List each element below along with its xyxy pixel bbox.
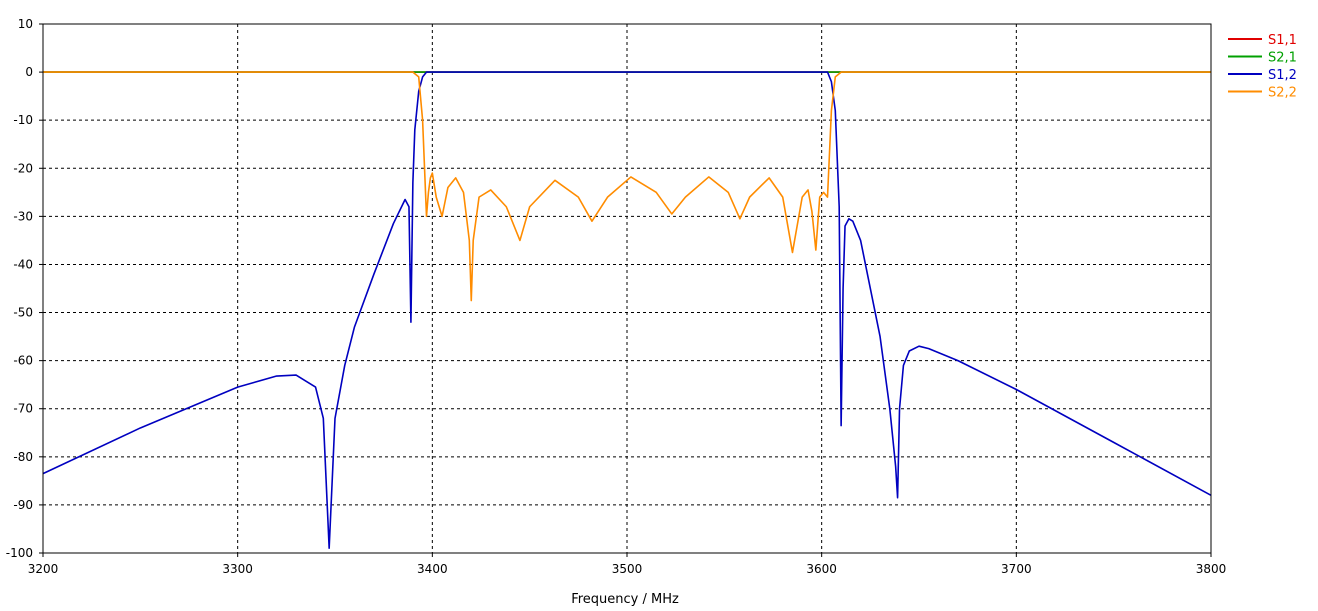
y-tick-label-11: -100 bbox=[6, 546, 33, 560]
x-tick-label-4: 3600 bbox=[806, 562, 837, 576]
series-line-2 bbox=[42, 71, 1212, 549]
y-tick-label-2: -10 bbox=[13, 113, 33, 127]
x-tick-label-5: 3700 bbox=[1001, 562, 1032, 576]
legend-label-1: S2,1 bbox=[1268, 51, 1297, 66]
x-tick-label-2: 3400 bbox=[417, 562, 448, 576]
y-tick-label-5: -40 bbox=[13, 257, 33, 271]
x-tick-label-0: 3200 bbox=[28, 562, 59, 576]
x-axis-label: Frequency / MHz bbox=[571, 592, 679, 607]
tick-labels: 3200 3300 3400 3500 3600 3700 3800 10 0 -10 -20 -30… bbox=[6, 17, 1227, 576]
y-tick-label-1: 0 bbox=[25, 65, 33, 79]
y-tick-label-10: -90 bbox=[13, 498, 33, 512]
y-tick-label-9: -80 bbox=[13, 450, 33, 464]
series-layer bbox=[42, 71, 1212, 549]
y-tick-label-4: -30 bbox=[13, 209, 33, 223]
grid-lines bbox=[43, 24, 1211, 553]
y-tick-label-0: 10 bbox=[18, 17, 33, 31]
x-tick-label-3: 3500 bbox=[612, 562, 643, 576]
y-tick-label-7: -60 bbox=[13, 354, 33, 368]
series-line-3 bbox=[43, 71, 1211, 302]
legend-label-0: S1,1 bbox=[1268, 33, 1297, 48]
x-tick-label-1: 3300 bbox=[222, 562, 253, 576]
legend: S1,1 S2,1 S1,2 S2,2 bbox=[1228, 33, 1297, 101]
legend-label-2: S1,2 bbox=[1268, 68, 1297, 83]
y-tick-label-6: -50 bbox=[13, 306, 33, 320]
legend-label-3: S2,2 bbox=[1268, 86, 1297, 101]
y-tick-label-8: -70 bbox=[13, 402, 33, 416]
y-tick-label-3: -20 bbox=[13, 161, 33, 175]
x-tick-label-6: 3800 bbox=[1196, 562, 1227, 576]
